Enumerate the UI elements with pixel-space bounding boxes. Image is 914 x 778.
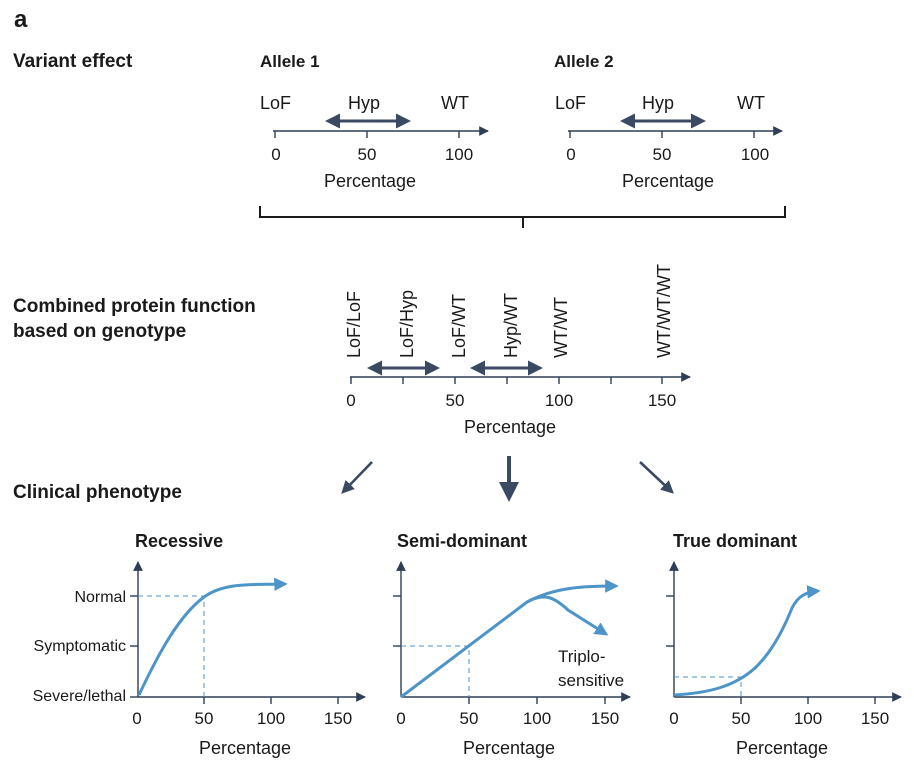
arrow-to-true-dominant — [639, 461, 674, 494]
semi-dominant-chart: Semi-dominant 0 50 100 150 Percentage Tr… — [393, 531, 631, 758]
true-dominant-x-tick-label: 150 — [861, 709, 889, 728]
recessive-chart: Recessive Normal Symptomatic Severe/leth… — [33, 531, 366, 758]
semi-dominant-curve-triplosensitive — [526, 595, 609, 636]
recessive-curve — [137, 577, 288, 696]
phenotype-level-normal: Normal — [74, 589, 126, 606]
allele-1-label-lof: LoF — [260, 93, 291, 113]
allele-1-title: Allele 1 — [260, 52, 320, 71]
allele-2-xlabel: Percentage — [622, 171, 714, 191]
section-variant-effect: Variant effect — [13, 51, 133, 72]
recessive-title: Recessive — [135, 531, 223, 551]
genotype-label: Hyp/WT — [501, 293, 521, 358]
combined-tick-label: 150 — [648, 391, 676, 410]
true-dominant-curve — [673, 585, 821, 697]
section-combined-line1: Combined protein function — [13, 296, 256, 317]
allele-1-tick-label: 0 — [271, 145, 280, 164]
panel-label: a — [14, 6, 28, 33]
arrow-to-recessive — [341, 461, 373, 494]
recessive-x-tick-label: 50 — [195, 709, 214, 728]
genotype-label: WT/WT/WT — [654, 264, 674, 358]
genotype-label: LoF/Hyp — [397, 290, 417, 358]
semi-dominant-x-tick-label: 0 — [396, 709, 405, 728]
allele-1-tick-label: 100 — [445, 145, 473, 164]
combined-tick-label: 100 — [545, 391, 573, 410]
true-dominant-title: True dominant — [673, 531, 797, 551]
semi-dominant-x-tick-label: 150 — [591, 709, 619, 728]
combined-tick-label: 50 — [446, 391, 465, 410]
allele-1-label-hyp: Hyp — [348, 93, 380, 113]
combine-bracket — [259, 206, 786, 228]
section-combined-line2: based on genotype — [13, 321, 186, 342]
allele-1-label-wt: WT — [441, 93, 469, 113]
allele-2-label-hyp: Hyp — [642, 93, 674, 113]
allele-2-label-lof: LoF — [555, 93, 586, 113]
semi-dominant-title: Semi-dominant — [397, 531, 527, 551]
triplosensitive-label-line1: Triplo- — [558, 647, 606, 666]
combined-tick-label: 0 — [346, 391, 355, 410]
section-clinical-phenotype: Clinical phenotype — [13, 482, 182, 503]
allele-2-panel: Allele 2 LoF Hyp WT 0 50 100 Percentage — [554, 52, 783, 191]
genotype-label: WT/WT — [551, 297, 571, 358]
combined-panel: LoF/LoF LoF/Hyp LoF/WT Hyp/WT WT/WT WT/W… — [344, 264, 691, 437]
semi-dominant-x-tick-label: 100 — [523, 709, 551, 728]
phenotype-level-symptomatic: Symptomatic — [34, 638, 126, 655]
allele-2-title: Allele 2 — [554, 52, 614, 71]
recessive-x-tick-label: 150 — [324, 709, 352, 728]
allele-2-tick-label: 0 — [566, 145, 575, 164]
recessive-x-tick-label: 0 — [132, 709, 141, 728]
allele-1-xlabel: Percentage — [324, 171, 416, 191]
allele-1-panel: Allele 1 LoF Hyp WT 0 50 100 Percentage — [260, 52, 489, 191]
allele-2-label-wt: WT — [737, 93, 765, 113]
true-dominant-x-tick-label: 50 — [732, 709, 751, 728]
recessive-guide-line — [138, 595, 205, 697]
phenotype-level-severe: Severe/lethal — [33, 688, 126, 705]
semi-dominant-xlabel: Percentage — [463, 738, 555, 758]
recessive-x-tick-label: 100 — [257, 709, 285, 728]
allele-1-tick-label: 50 — [358, 145, 377, 164]
allele-2-tick-label: 50 — [653, 145, 672, 164]
semi-dominant-x-tick-label: 50 — [460, 709, 479, 728]
genotype-label: LoF/WT — [449, 294, 469, 358]
true-dominant-x-tick-label: 0 — [669, 709, 678, 728]
genotype-label: LoF/LoF — [344, 291, 364, 358]
true-dominant-xlabel: Percentage — [736, 738, 828, 758]
allele-2-tick-label: 100 — [741, 145, 769, 164]
triplosensitive-label-line2: sensitive — [558, 671, 624, 690]
true-dominant-chart: True dominant 0 50 100 150 Percentage — [666, 531, 902, 758]
true-dominant-x-tick-label: 100 — [794, 709, 822, 728]
recessive-xlabel: Percentage — [199, 738, 291, 758]
combined-xlabel: Percentage — [464, 417, 556, 437]
